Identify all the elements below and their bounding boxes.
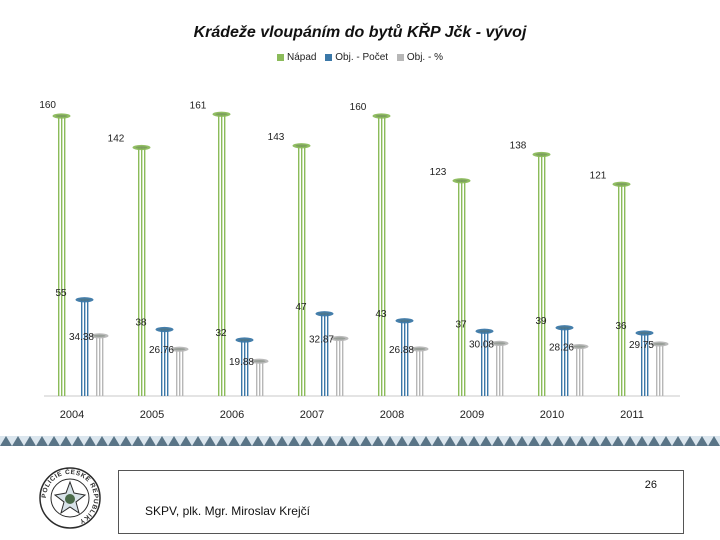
x-tick-label-2011: 2011 xyxy=(620,409,644,421)
police-emblem-icon: POLICIE ČESKÉ REPUBLIKY xyxy=(38,466,102,530)
data-label-obj-procent-2006: 19.88 xyxy=(229,357,254,368)
bar-obj-procent-2007 xyxy=(330,335,349,396)
bar-obj-procent-2006 xyxy=(250,358,269,396)
bar-napad-2006 xyxy=(212,111,231,396)
data-label-obj-pocet-2010: 39 xyxy=(535,316,547,327)
legend-swatch-napad xyxy=(277,53,285,61)
x-tick-label-2007: 2007 xyxy=(300,409,324,421)
data-label-obj-pocet-2005: 38 xyxy=(135,318,147,329)
data-label-obj-pocet-2004: 55 xyxy=(55,288,67,299)
data-label-obj-pocet-2008: 43 xyxy=(375,309,387,320)
data-label-obj-procent-2010: 28.26 xyxy=(549,343,574,354)
data-label-obj-procent-2005: 26.76 xyxy=(149,345,174,356)
data-label-obj-procent-2004: 34.38 xyxy=(69,332,94,343)
chart: 160 55 34.38 2004 142 38 26.76 2005 161 32 19.88 20… xyxy=(39,100,680,421)
legend: Nápad Obj. - Počet Obj. - % xyxy=(0,52,720,63)
bar-napad-2008 xyxy=(372,113,391,396)
footer-author: SKPV, plk. Mgr. Miroslav Krejčí xyxy=(145,504,310,518)
bar-napad-2010 xyxy=(532,151,551,396)
legend-swatch-obj-procent xyxy=(396,53,404,61)
legend-swatch-obj-pocet xyxy=(325,53,333,61)
bar-obj-pocet-2009 xyxy=(475,328,494,396)
footer-box: 26 SKPV, plk. Mgr. Miroslav Krejčí xyxy=(118,470,684,534)
legend-item-napad: Nápad xyxy=(277,52,316,63)
data-label-obj-pocet-2007: 47 xyxy=(295,302,307,313)
legend-label-napad: Nápad xyxy=(287,52,317,63)
x-tick-label-2006: 2006 xyxy=(220,409,244,421)
bar-obj-procent-2008 xyxy=(410,346,429,396)
bar-napad-2009 xyxy=(452,178,471,396)
bar-obj-pocet-2007 xyxy=(315,311,334,396)
data-label-obj-procent-2008: 26.88 xyxy=(389,345,414,356)
bar-obj-procent-2005 xyxy=(170,346,189,396)
bar-obj-procent-2004 xyxy=(90,333,109,396)
chart-title: Krádeže vloupáním do bytů KŘP Jčk - vývo… xyxy=(193,24,527,41)
data-label-napad-2007: 143 xyxy=(268,132,285,143)
data-label-obj-procent-2007: 32.87 xyxy=(309,334,334,345)
bar-obj-pocet-2011 xyxy=(635,330,654,396)
data-label-napad-2011: 121 xyxy=(590,170,607,181)
x-tick-label-2009: 2009 xyxy=(460,409,484,421)
legend-label-obj-pocet: Obj. - Počet xyxy=(335,52,389,63)
bar-obj-pocet-2004 xyxy=(75,297,94,396)
data-label-napad-2010: 138 xyxy=(510,141,527,152)
data-label-napad-2004: 160 xyxy=(39,100,56,111)
data-label-obj-pocet-2009: 37 xyxy=(455,319,467,330)
bar-napad-2007 xyxy=(292,143,311,396)
x-tick-label-2010: 2010 xyxy=(540,409,564,421)
data-label-obj-procent-2009: 30.08 xyxy=(469,339,494,350)
data-label-obj-pocet-2011: 36 xyxy=(615,321,627,332)
legend-item-obj-procent: Obj. - % xyxy=(396,52,443,63)
footer-band xyxy=(0,436,720,446)
bar-obj-pocet-2008 xyxy=(395,318,414,396)
page-number: 26 xyxy=(644,479,657,491)
x-tick-label-2004: 2004 xyxy=(60,409,84,421)
data-label-obj-pocet-2006: 32 xyxy=(215,328,227,339)
data-label-napad-2008: 160 xyxy=(350,102,367,113)
data-label-napad-2005: 142 xyxy=(108,134,125,145)
bar-obj-pocet-2006 xyxy=(235,337,254,396)
bar-napad-2004 xyxy=(52,113,71,396)
x-tick-label-2005: 2005 xyxy=(140,409,164,421)
bar-obj-procent-2010 xyxy=(570,343,589,396)
bar-obj-procent-2009 xyxy=(490,340,509,396)
bar-obj-pocet-2010 xyxy=(555,325,574,396)
data-label-obj-procent-2011: 29.75 xyxy=(629,340,654,351)
data-label-napad-2006: 161 xyxy=(190,100,207,111)
bar-napad-2005 xyxy=(132,144,151,396)
bar-obj-procent-2011 xyxy=(650,341,669,396)
legend-label-obj-procent: Obj. - % xyxy=(406,52,443,63)
bar-obj-pocet-2005 xyxy=(155,326,174,396)
legend-item-obj-pocet: Obj. - Počet xyxy=(325,52,388,63)
data-label-napad-2009: 123 xyxy=(430,167,447,178)
bar-napad-2011 xyxy=(612,181,631,396)
x-tick-label-2008: 2008 xyxy=(380,409,404,421)
